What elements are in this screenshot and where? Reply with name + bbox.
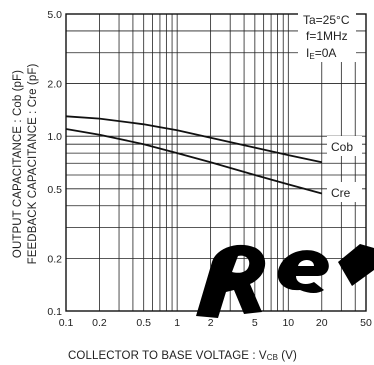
x-tick-label: 0.2 xyxy=(92,317,107,329)
x-tick-label: 2 xyxy=(208,317,214,329)
condition-ie: IE=0A xyxy=(306,46,336,61)
x-tick-label: 0.1 xyxy=(59,317,74,329)
y-tick-label: 0.1 xyxy=(47,306,62,318)
x-tick-label: 10 xyxy=(282,317,294,329)
x-axis-label: COLLECTOR TO BASE VOLTAGE : VCB (V) xyxy=(68,350,297,362)
y-tick-label: 5.0 xyxy=(47,9,62,21)
series-line-cob xyxy=(65,115,322,164)
y-tick-label: 0.2 xyxy=(47,253,62,265)
series-label-cob: Cob xyxy=(331,140,353,154)
series-line-cre xyxy=(65,128,323,195)
y-axis-label-inner: FEEDBACK CAPACITANCE : Cre (pF) xyxy=(27,64,39,265)
condition-temp: Ta=25°C xyxy=(303,13,350,27)
x-tick-label: 50 xyxy=(360,317,372,329)
x-tick-label: 0.5 xyxy=(136,317,151,329)
x-tick-label: 5 xyxy=(252,317,258,329)
tick-labels: 0.1 0.2 0.5 1 2 5 10 20 50 0.1 0.2 0.5 1.0 2.0 5.0 xyxy=(47,9,372,329)
y-tick-label: 1.0 xyxy=(47,131,62,143)
series-lines xyxy=(65,115,323,195)
y-tick-label: 0.5 xyxy=(47,184,62,196)
watermark-logo xyxy=(196,244,374,318)
series-label-cre: Cre xyxy=(331,186,351,200)
x-tick-label: 20 xyxy=(316,317,328,329)
conditions-box: Ta=25°C f=1MHz IE=0A xyxy=(298,10,356,62)
condition-freq: f=1MHz xyxy=(306,29,348,43)
y-axis-label-outer: OUTPUT CAPACITANCE : Cob (pF) xyxy=(12,70,24,258)
x-tick-label: 1 xyxy=(174,317,180,329)
y-tick-label: 2.0 xyxy=(47,79,62,91)
